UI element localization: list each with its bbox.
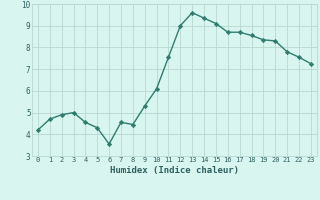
X-axis label: Humidex (Indice chaleur): Humidex (Indice chaleur) <box>110 166 239 175</box>
